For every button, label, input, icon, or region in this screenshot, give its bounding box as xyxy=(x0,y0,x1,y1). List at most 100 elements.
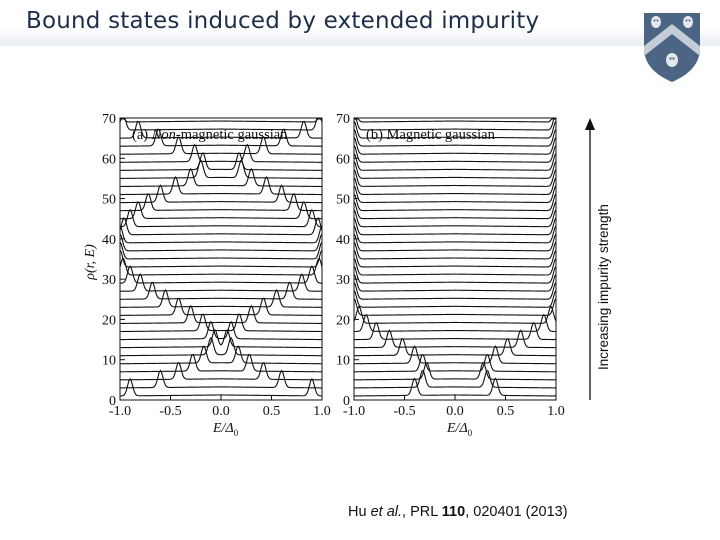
ldos-curve xyxy=(354,377,556,397)
ldos-curve xyxy=(353,209,557,228)
ldos-curve xyxy=(119,217,323,236)
x-tick-label: -0.5 xyxy=(393,404,415,419)
ldos-curve xyxy=(353,145,557,163)
ldos-curve xyxy=(353,185,557,204)
ldos-curve xyxy=(120,353,322,373)
ldos-curve xyxy=(354,314,556,333)
ldos-curve xyxy=(354,118,556,131)
panel-title: (b) Magnetic gaussian xyxy=(366,127,496,143)
ldos-curve xyxy=(120,159,322,179)
ldos-curve xyxy=(354,329,556,349)
ldos-curve xyxy=(353,274,557,292)
y-tick-label: 70 xyxy=(336,112,350,127)
ldos-curve xyxy=(119,208,323,228)
ldos-curve xyxy=(353,169,557,187)
ldos-curve xyxy=(354,322,556,341)
ldos-curve xyxy=(353,177,557,195)
ldos-curve xyxy=(353,241,557,260)
y-tick-label: 10 xyxy=(336,354,350,369)
y-tick-label: 50 xyxy=(102,193,116,208)
citation-etal: et al. xyxy=(370,504,403,520)
y-tick-label: 60 xyxy=(336,152,350,167)
ldos-curve xyxy=(354,337,556,357)
x-tick-label: 1.0 xyxy=(547,404,565,419)
x-tick-label: -0.5 xyxy=(159,404,181,419)
x-axis-label: E/Δ0 xyxy=(446,421,473,438)
citation-authors: Hu xyxy=(348,504,367,520)
ldos-curve xyxy=(120,167,322,188)
x-axis-label: E/Δ0 xyxy=(212,421,239,438)
ldos-curve xyxy=(120,152,322,171)
citation-rest: 020401 (2013) xyxy=(473,504,568,520)
ldos-curve xyxy=(353,233,557,252)
y-tick-label: 60 xyxy=(102,152,116,167)
y-axis-label: ρ(r, E) xyxy=(83,244,98,281)
y-tick-label: 0 xyxy=(343,394,350,409)
ldos-curve xyxy=(353,305,557,324)
ldos-curve xyxy=(120,281,322,300)
ldos-curve xyxy=(353,282,557,300)
ldos-curve xyxy=(120,320,322,341)
y-tick-label: 10 xyxy=(102,354,116,369)
ldos-curve xyxy=(120,369,322,389)
ldos-curve xyxy=(353,225,557,244)
ldos-curve xyxy=(120,288,322,308)
impurity-strength-label: Increasing impurity strength xyxy=(596,204,611,370)
ldos-curve xyxy=(354,353,556,373)
ldos-curve xyxy=(120,304,322,325)
y-tick-label: 20 xyxy=(102,313,116,328)
ldos-curve xyxy=(120,345,322,365)
y-tick-label: 40 xyxy=(336,233,350,248)
ldos-curve xyxy=(119,377,323,397)
ldos-curve xyxy=(120,176,322,196)
y-tick-label: 20 xyxy=(336,313,350,328)
citation-volume: 110 xyxy=(441,504,466,520)
ldos-curves xyxy=(119,118,323,397)
x-tick-label: 1.0 xyxy=(313,404,331,419)
ldos-curve xyxy=(120,193,322,212)
ldos-curve xyxy=(119,225,323,244)
ldos-curve xyxy=(120,328,322,349)
ldos-curve xyxy=(120,143,322,163)
ldos-curve xyxy=(120,201,322,220)
ldos-curve xyxy=(353,265,557,284)
ldos-curve xyxy=(354,345,556,365)
y-tick-label: 50 xyxy=(336,193,350,208)
ldos-curve xyxy=(353,137,557,155)
y-tick-label: 70 xyxy=(102,112,116,127)
y-tick-label: 0 xyxy=(109,394,116,409)
ldos-curve xyxy=(120,297,322,316)
ldos-curve xyxy=(353,257,557,276)
ldos-curve xyxy=(353,249,557,268)
slide-title: Bound states induced by extended impurit… xyxy=(26,8,540,34)
ldos-curve xyxy=(120,362,322,381)
panel-b: 0 10 20 30 40 50 60 70 -1.0 -0.5 0.0 0.5 1.0 (b) Magn… xyxy=(336,112,565,438)
ldos-curve xyxy=(353,161,557,179)
ldos-curve xyxy=(120,136,322,155)
x-tick-label: 0.5 xyxy=(263,404,281,419)
ldos-curve xyxy=(119,241,323,260)
ldos-curve xyxy=(120,118,322,123)
ldos-curve xyxy=(119,265,323,284)
ldos-curve xyxy=(120,273,322,292)
ldos-curve xyxy=(353,193,557,212)
panel-title: (a) Non-magnetic gaussian xyxy=(132,127,288,143)
ldos-curve xyxy=(119,118,323,131)
ldos-curve xyxy=(354,118,556,123)
ldos-curve xyxy=(353,217,557,236)
ldos-curve xyxy=(353,120,557,139)
ldos-curve xyxy=(120,336,322,357)
citation-journal: PRL xyxy=(410,504,438,520)
y-tick-label: 40 xyxy=(102,233,116,248)
ldos-curve xyxy=(353,290,557,308)
y-tick-label: 30 xyxy=(336,273,350,288)
impurity-strength-arrow-head xyxy=(585,118,595,130)
x-tick-label: -1.0 xyxy=(109,404,131,419)
ldos-curve xyxy=(354,361,556,381)
ldos-curve xyxy=(353,298,557,316)
x-tick-label: 0.0 xyxy=(212,404,230,419)
ldos-curve xyxy=(120,128,322,147)
ldos-curve xyxy=(353,153,557,171)
slide-title-bar xyxy=(0,0,720,46)
rice-university-shield-icon xyxy=(644,13,700,82)
